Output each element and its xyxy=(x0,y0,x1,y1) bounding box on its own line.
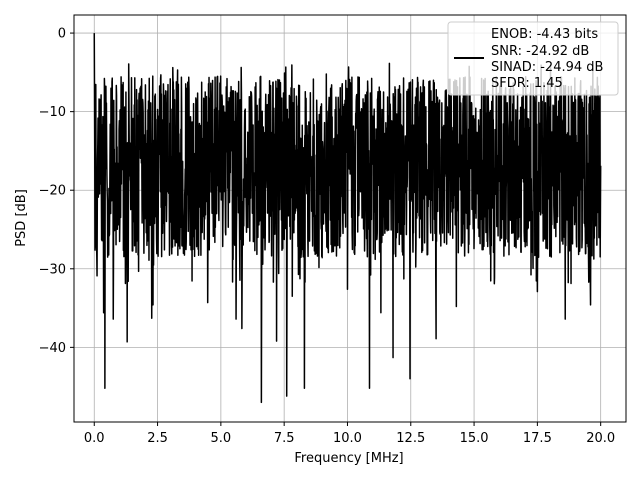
legend-box xyxy=(447,21,619,96)
plot-area xyxy=(93,33,602,404)
y-axis-label: PSD [dB] xyxy=(14,189,29,247)
legend-line-enob: ENOB: -4.43 bits xyxy=(491,27,598,42)
legend: ENOB: -4.43 bits SNR: -24.92 dB SINAD: -… xyxy=(447,21,619,96)
legend-line-sfdr: SFDR: 1.45 xyxy=(491,76,563,91)
legend-line-sinad: SINAD: -24.94 dB xyxy=(491,60,603,75)
x-tick-label: 20.0 xyxy=(586,431,615,446)
y-tick-label: −30 xyxy=(39,262,66,277)
legend-line-snr: SNR: -24.92 dB xyxy=(491,44,589,59)
x-tick-label: 7.5 xyxy=(274,431,295,446)
x-tick-label: 10.0 xyxy=(333,431,362,446)
x-tick-label: 15.0 xyxy=(460,431,489,446)
x-tick-label: 12.5 xyxy=(396,431,425,446)
x-tick-label: 17.5 xyxy=(523,431,552,446)
x-axis-label: Frequency [MHz] xyxy=(294,451,403,466)
y-tick-label: −20 xyxy=(39,184,66,199)
x-tick-label: 0.0 xyxy=(84,431,105,446)
y-tick-label: −10 xyxy=(39,105,66,120)
x-tick-label: 5.0 xyxy=(211,431,232,446)
x-tick-label: 2.5 xyxy=(147,431,168,446)
y-tick-label: 0 xyxy=(58,27,66,42)
y-tick-label: −40 xyxy=(39,341,66,356)
axes-frame xyxy=(73,14,627,423)
ticks: 0.0 2.5 5.0 7.5 10.0 12.5 15.0 17.5 20.0 0 −10 −20 −… xyxy=(39,27,616,446)
psd-series-line xyxy=(93,33,602,404)
